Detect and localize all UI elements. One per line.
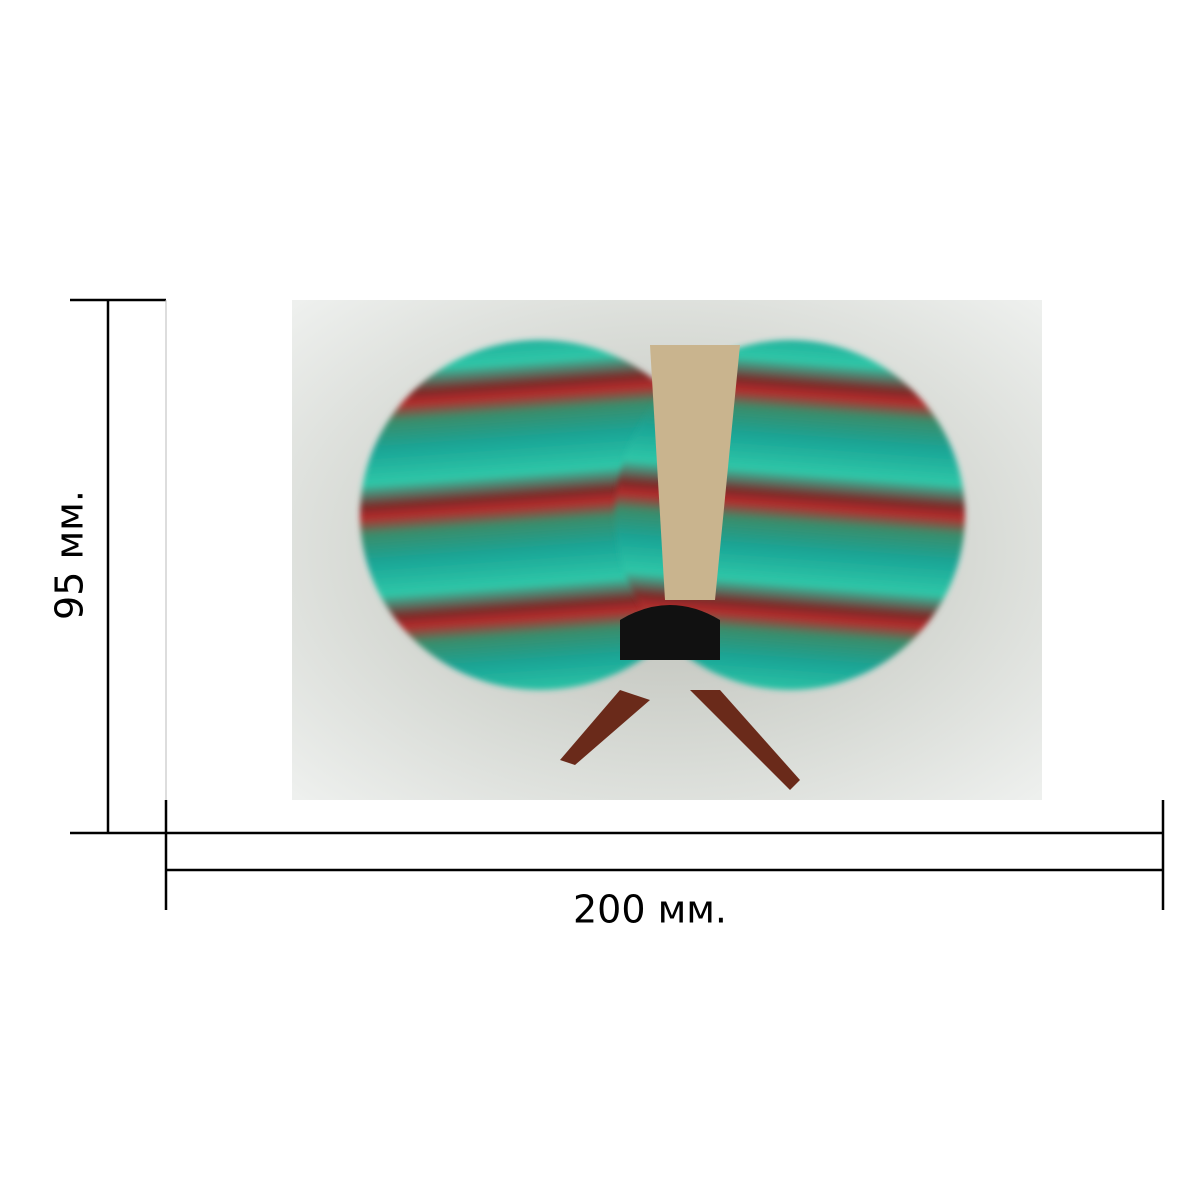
width-label: 200 мм. [573,888,727,932]
product-photo [292,300,1042,800]
height-label: 95 мм. [48,490,92,620]
